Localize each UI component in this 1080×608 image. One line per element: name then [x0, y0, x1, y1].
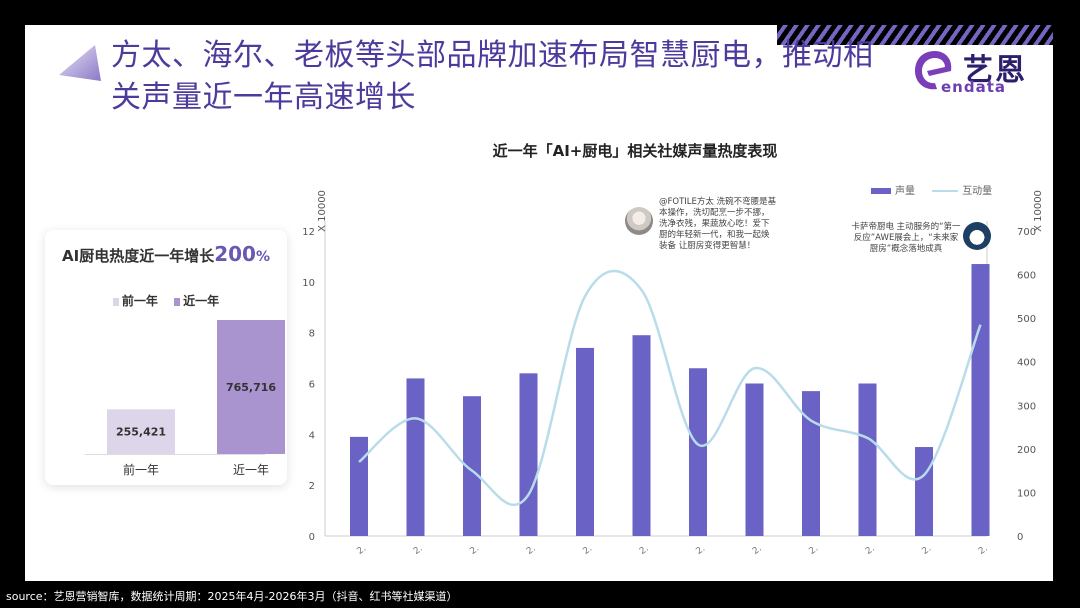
growth-category-label-0: 前一年 [123, 462, 159, 477]
right-tick-label: 500 [1017, 314, 1036, 325]
growth-card-title-value: 200 [214, 242, 256, 266]
x-tick-label-4: 2. [581, 544, 594, 557]
right-tick-label: 300 [1017, 401, 1036, 412]
growth-bar-1 [217, 319, 285, 454]
volume-bar-0 [350, 436, 368, 536]
page-title-line2: 关声量近一年高速增长 [111, 80, 416, 115]
x-tick-label-7: 2. [751, 544, 764, 557]
volume-bar-4 [576, 347, 594, 536]
legend-volume: 声量 [871, 186, 915, 197]
growth-card-title-suffix: % [255, 249, 270, 265]
page-title-line1: 方太、海尔、老板等头部品牌加速布局智慧厨电，推动相 [111, 38, 874, 73]
legend-volume-swatch [871, 188, 891, 194]
fotile-avatar [625, 207, 653, 235]
x-tick-label-1: 2. [412, 544, 425, 557]
slide: 方太、海尔、老板等头部品牌加速布局智慧厨电，推动相 关声量近一年高速增长 艺恩 … [25, 25, 1053, 581]
left-tick-label: 4 [309, 430, 315, 441]
right-axis-unit: X 10000 [1033, 190, 1044, 232]
page-title: 方太、海尔、老板等头部品牌加速布局智慧厨电，推动相 关声量近一年高速增长 [111, 35, 911, 119]
left-tick-label: 10 [302, 278, 315, 289]
left-tick-label: 2 [309, 481, 315, 492]
fotile-annotation: @FOTILE方太 洗碗不弯腰是基本操作，洗切配烹一步不挪，洗净衣残，果蔬放心吃… [659, 197, 777, 251]
left-axis-unit: X 10000 [317, 190, 328, 232]
x-tick-label-5: 2. [638, 544, 651, 557]
source-note: source：艺恩营销智库，数据统计周期：2025年4月-2026年3月（抖音、… [6, 590, 458, 603]
volume-bar-8 [802, 391, 820, 536]
casarte-annotation: 卡萨帝厨电 主动服务的“第一反应”AWE展会上，“未来家厨房”概念落地成真 [851, 222, 961, 254]
main-chart-title: 近一年「AI+厨电」相关社媒声量热度表现 [492, 142, 778, 160]
x-tick-label-2: 2. [468, 544, 481, 557]
right-tick-label: 700 [1017, 227, 1036, 238]
volume-bar-10 [915, 447, 933, 536]
legend-curr-year: 近一年 [174, 294, 219, 308]
legend-interaction: 互动量 [932, 186, 992, 197]
x-tick-label-9: 2. [864, 544, 877, 557]
legend-interaction-label: 互动量 [962, 186, 993, 197]
left-tick-label: 12 [302, 227, 315, 238]
legend-volume-label: 声量 [895, 186, 915, 197]
casarte-avatar [963, 222, 991, 250]
title-triangle-icon [59, 45, 101, 81]
right-tick-label: 200 [1017, 445, 1036, 456]
x-tick-label-8: 2. [807, 544, 820, 557]
legend-curr-swatch [174, 297, 181, 306]
growth-card-legend: 前一年 近一年 [45, 292, 287, 309]
legend-prev-label: 前一年 [121, 294, 158, 308]
interaction-line [358, 269, 982, 507]
x-tick-label-10: 2. [920, 544, 933, 557]
volume-bar-9 [858, 383, 877, 536]
growth-category-label-1: 近一年 [233, 463, 269, 477]
right-tick-label: 100 [1017, 488, 1036, 499]
volume-bar-6 [689, 368, 707, 536]
decorative-stripes [777, 25, 1053, 45]
left-tick-label: 0 [309, 532, 315, 543]
volume-bar-7 [745, 383, 764, 536]
growth-bar-label-0: 255,421 [116, 426, 166, 439]
growth-bar-0 [107, 409, 175, 454]
right-tick-label: 600 [1017, 271, 1036, 282]
left-tick-label: 8 [309, 329, 315, 340]
legend-prev-year: 前一年 [112, 294, 158, 308]
growth-card-title: AI厨电热度近一年增长200% [45, 242, 287, 266]
left-tick-label: 6 [309, 380, 315, 391]
endata-logo-icon [915, 51, 952, 90]
logo-subtext: endata [941, 78, 1007, 96]
volume-bar-3 [519, 373, 538, 536]
growth-card-title-prefix: AI厨电热度近一年增长 [62, 247, 215, 265]
growth-bar-label-1: 765,716 [226, 381, 276, 394]
legend-prev-swatch [112, 297, 119, 306]
legend-curr-label: 近一年 [183, 294, 220, 308]
volume-bar-5 [632, 335, 651, 536]
legend-interaction-swatch [932, 190, 959, 192]
volume-bar-11 [971, 264, 990, 536]
volume-bar-1 [406, 378, 425, 536]
growth-bar-chart: 255,421 前一年 765,716 近一年 [85, 319, 285, 477]
x-tick-label-11: 2. [977, 544, 990, 557]
right-tick-label: 400 [1017, 358, 1036, 369]
volume-bar-2 [463, 396, 481, 536]
x-tick-label-0: 2. [355, 544, 368, 557]
x-tick-label-3: 2. [525, 544, 538, 557]
main-chart-legend: 声量 互动量 [865, 182, 992, 197]
logo-text: 艺恩 [963, 53, 1027, 88]
right-tick-label: 0 [1017, 532, 1023, 543]
x-tick-label-6: 2. [694, 544, 707, 557]
growth-card: AI厨电热度近一年增长200% 前一年 近一年 255,421 前一年 765,71… [45, 230, 287, 485]
